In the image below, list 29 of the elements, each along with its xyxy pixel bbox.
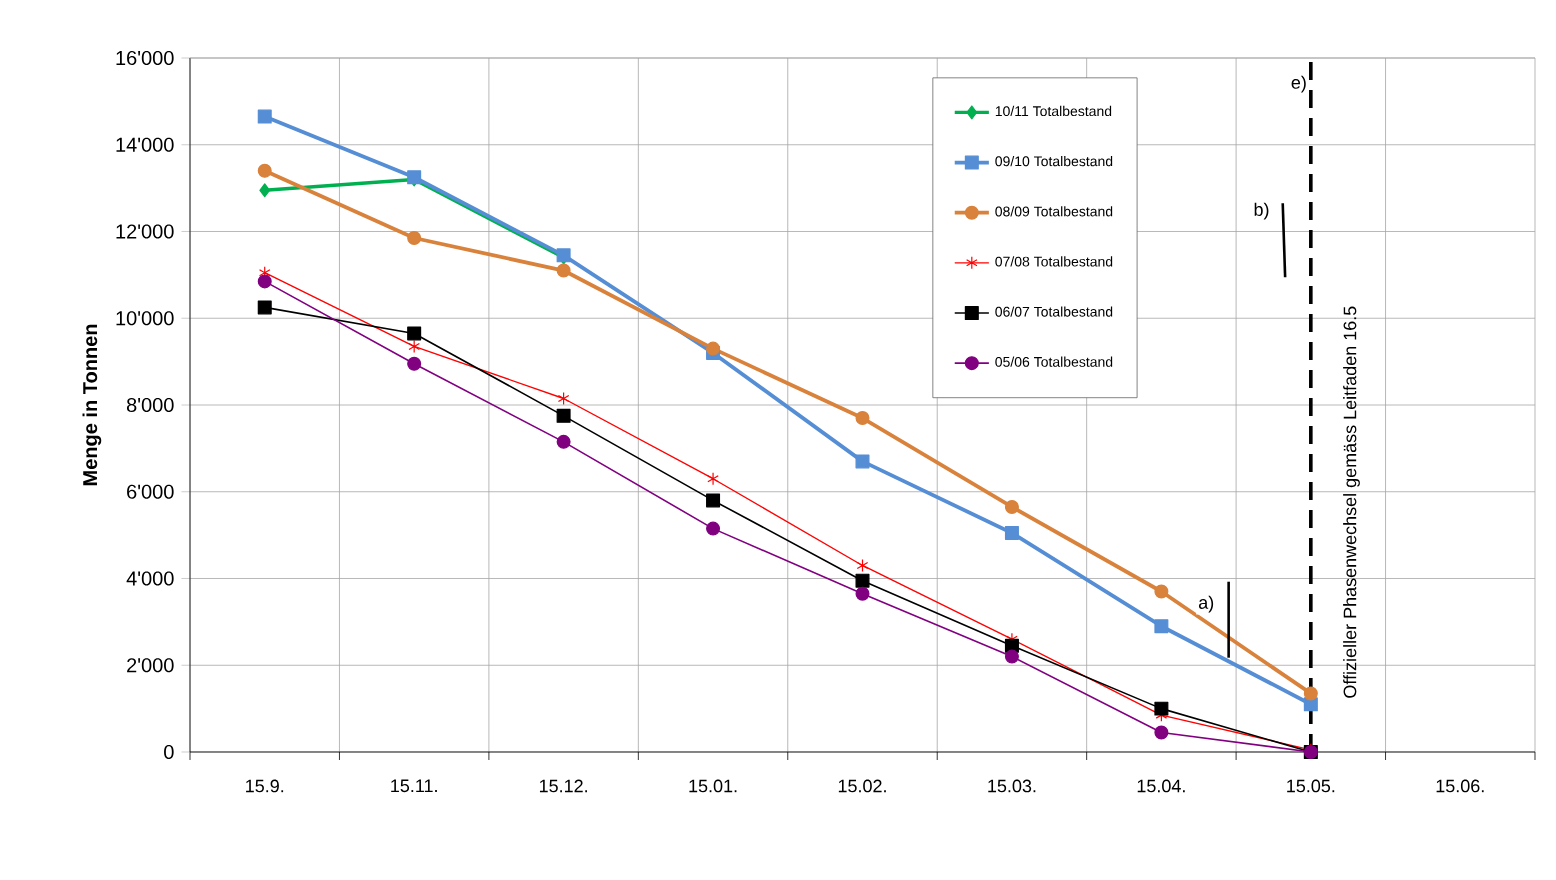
y-tick-label: 4'000 bbox=[126, 571, 174, 586]
legend-label: 10/11 Totalbestand bbox=[995, 105, 1112, 117]
legend-label: 08/09 Totalbestand bbox=[995, 206, 1113, 217]
y-tick-label: 12'000 bbox=[116, 224, 174, 239]
x-tick-label: 15.05. bbox=[1287, 779, 1335, 793]
ref-line-label: Offizieller Phasenwechsel gemäss Leitfaden 16.5 bbox=[1343, 306, 1360, 698]
annotation: e) bbox=[1291, 75, 1306, 93]
y-tick-label: 16'000 bbox=[116, 50, 174, 66]
x-tick-label: 15.9. bbox=[246, 779, 284, 793]
y-tick-label: 14'000 bbox=[116, 137, 174, 152]
x-tick-label: 15.06. bbox=[1436, 779, 1484, 793]
y-tick-label: 8'000 bbox=[126, 397, 174, 413]
x-tick-label: 15.03. bbox=[988, 779, 1036, 793]
annotation: a) bbox=[1198, 595, 1214, 613]
x-tick-label: 15.11. bbox=[391, 779, 437, 793]
y-tick-label: 10'000 bbox=[116, 311, 174, 326]
legend-label: 06/07 Totalbestand bbox=[995, 306, 1113, 317]
legend-label: 05/06 Totalbestand bbox=[995, 356, 1113, 367]
x-tick-label: 15.02. bbox=[838, 779, 886, 793]
x-tick-label: 15.01. bbox=[689, 779, 737, 793]
legend-label: 07/08 Totalbestand bbox=[995, 256, 1113, 267]
annotation: b) bbox=[1254, 202, 1269, 220]
y-tick-label: 6'000 bbox=[127, 484, 174, 499]
y-tick-label: 2'000 bbox=[127, 658, 174, 673]
x-tick-label: 15.12. bbox=[539, 779, 587, 793]
x-tick-label: 15.04. bbox=[1137, 779, 1185, 793]
y-axis-title: Menge in Tonnen bbox=[82, 324, 102, 486]
y-tick-label: 0 bbox=[164, 744, 174, 760]
legend-label: 09/10 Totalbestand bbox=[995, 155, 1113, 167]
